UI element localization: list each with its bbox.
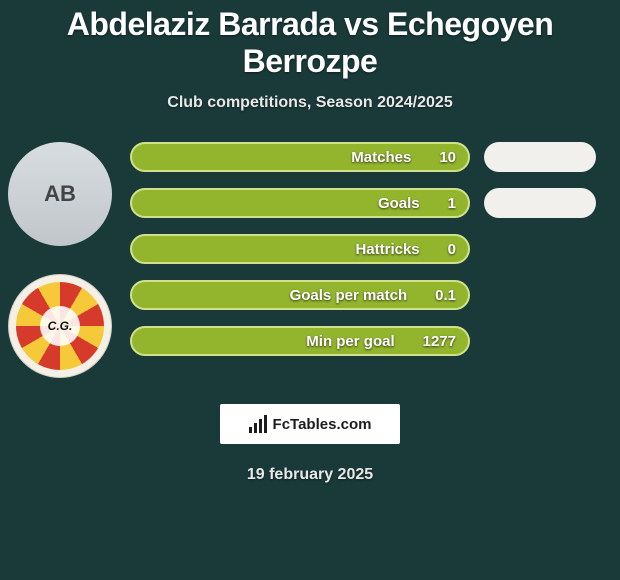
- opponent-pill: [484, 188, 596, 218]
- club-avatar: C.G.: [8, 274, 112, 378]
- opponent-pill: [484, 142, 596, 172]
- club-initials: C.G.: [48, 319, 73, 333]
- stat-value: 10: [439, 149, 470, 166]
- stat-bar: Hattricks0: [130, 234, 470, 264]
- stat-row: Min per goal1277: [130, 326, 610, 356]
- club-badge-icon: C.G.: [16, 282, 104, 370]
- stat-value: 0.1: [435, 287, 470, 304]
- stat-label: Goals per match: [130, 287, 435, 304]
- stat-label: Hattricks: [130, 241, 448, 258]
- stat-value: 0: [448, 241, 470, 258]
- chart-icon: [249, 415, 267, 433]
- stat-value: 1: [448, 195, 470, 212]
- player-initials: AB: [44, 181, 76, 207]
- content: AB C.G. Matches10Goals1Hattricks0Goals p…: [0, 142, 620, 378]
- stat-bar: Goals per match0.1: [130, 280, 470, 310]
- stat-bar: Min per goal1277: [130, 326, 470, 356]
- avatars-column: AB C.G.: [0, 142, 130, 378]
- logo-text: FcTables.com: [273, 416, 372, 433]
- source-logo: FcTables.com: [220, 404, 400, 444]
- player-avatar: AB: [8, 142, 112, 246]
- stat-bar: Matches10: [130, 142, 470, 172]
- stats-bars: Matches10Goals1Hattricks0Goals per match…: [130, 142, 620, 356]
- stat-row: Goals1: [130, 188, 610, 218]
- stat-row: Matches10: [130, 142, 610, 172]
- subtitle: Club competitions, Season 2024/2025: [0, 94, 620, 112]
- stat-row: Hattricks0: [130, 234, 610, 264]
- stat-row: Goals per match0.1: [130, 280, 610, 310]
- date: 19 february 2025: [0, 466, 620, 484]
- page-title: Abdelaziz Barrada vs Echegoyen Berrozpe: [0, 0, 620, 80]
- stat-bar: Goals1: [130, 188, 470, 218]
- stat-label: Matches: [130, 149, 439, 166]
- stat-label: Min per goal: [130, 333, 423, 350]
- stat-value: 1277: [423, 333, 470, 350]
- stat-label: Goals: [130, 195, 448, 212]
